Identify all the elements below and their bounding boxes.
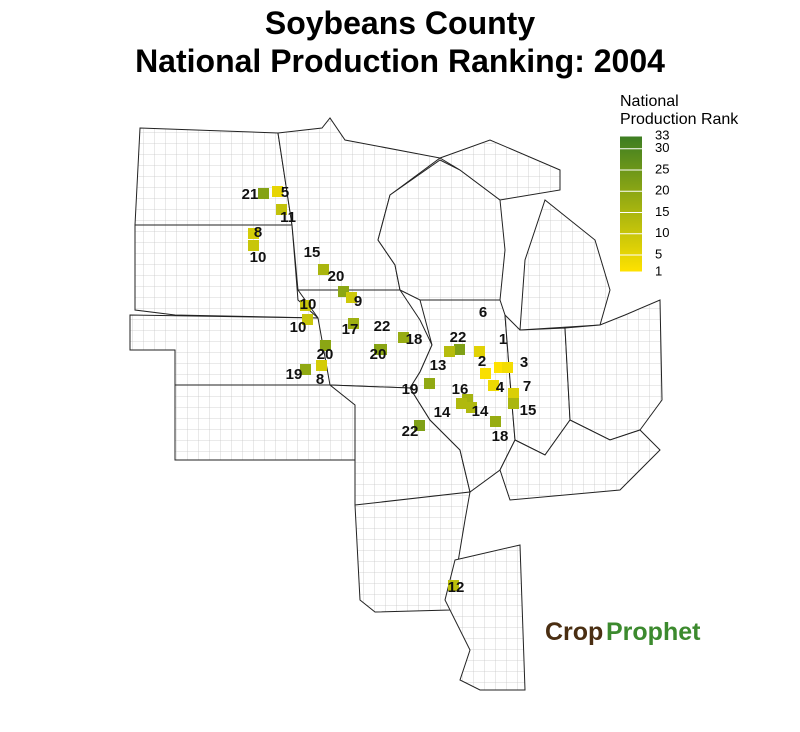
rank-label: 18	[406, 331, 423, 348]
county	[474, 346, 485, 357]
rank-label: 22	[402, 423, 419, 440]
state	[499, 419, 661, 501]
tick-label: 33	[655, 127, 669, 142]
rank-label: 9	[354, 293, 362, 310]
tick-label: 20	[655, 183, 669, 198]
legend-title: Production Rank	[620, 111, 739, 128]
county	[456, 398, 467, 409]
county	[508, 388, 519, 399]
logo-part: Crop	[545, 618, 603, 646]
county	[448, 580, 459, 591]
county	[248, 240, 259, 251]
tick-label: 25	[655, 161, 669, 176]
county	[414, 420, 425, 431]
county	[302, 314, 313, 325]
state	[134, 224, 320, 319]
county	[376, 344, 387, 355]
rank-label: 17	[342, 321, 359, 338]
county	[424, 378, 435, 389]
state	[134, 127, 293, 226]
county	[348, 318, 359, 329]
rank-label: 12	[448, 579, 465, 596]
tick-label: 1	[655, 263, 662, 278]
county	[398, 332, 409, 343]
rank-label: 14	[434, 404, 451, 421]
state	[519, 199, 611, 331]
state	[377, 159, 506, 301]
county	[318, 264, 329, 275]
rank-label: 22	[450, 329, 467, 346]
county	[300, 300, 311, 311]
rank-label: 20	[370, 346, 387, 363]
legend-title: National	[620, 93, 679, 110]
rank-label: 8	[316, 371, 324, 388]
rank-label: 13	[430, 357, 447, 374]
rank-label: 10	[250, 249, 267, 266]
colorbar	[620, 136, 642, 272]
title-line: Soybeans County	[265, 5, 535, 41]
rank-label: 5	[281, 184, 289, 201]
state	[129, 314, 346, 386]
county	[502, 362, 513, 373]
rank-label: 15	[304, 244, 321, 261]
rank-label: 16	[452, 381, 469, 398]
rank-label: 14	[472, 403, 489, 420]
rank-label: 20	[317, 346, 334, 363]
county	[444, 346, 455, 357]
rank-label: 22	[374, 318, 391, 335]
county	[466, 402, 477, 413]
title-line: National Production Ranking: 2004	[135, 43, 665, 79]
rank-label: 15	[520, 402, 537, 419]
county	[272, 186, 283, 197]
tick-label: 5	[655, 246, 662, 261]
rank-label: 20	[328, 268, 345, 285]
states	[129, 117, 663, 691]
rank-label: 21	[242, 186, 259, 203]
county	[316, 360, 327, 371]
county	[490, 416, 501, 427]
tick-label: 15	[655, 204, 669, 219]
rank-label: 6	[479, 304, 487, 321]
county	[258, 188, 269, 199]
rank-label: 7	[523, 378, 531, 395]
county	[462, 394, 473, 405]
rank-label: 19	[286, 366, 303, 383]
rank-label: 4	[496, 379, 505, 396]
county	[480, 368, 491, 379]
rank-label: 8	[254, 224, 262, 241]
county	[494, 362, 505, 373]
county	[488, 380, 499, 391]
tick-label: 30	[655, 140, 669, 155]
rank-label: 10	[290, 319, 307, 336]
rank-label: 2	[478, 353, 486, 370]
county	[300, 364, 311, 375]
county	[320, 340, 331, 351]
rank-label: 1	[499, 331, 507, 348]
state	[444, 544, 526, 691]
county	[248, 228, 259, 239]
rank-label: 19	[402, 381, 419, 398]
rank-label: 3	[520, 354, 528, 371]
county	[338, 286, 349, 297]
state	[174, 384, 356, 461]
rank-label: 18	[492, 428, 509, 445]
rank-label: 11	[280, 209, 296, 226]
county	[346, 292, 357, 303]
county	[276, 204, 287, 215]
county	[454, 344, 465, 355]
tick-label: 10	[655, 225, 669, 240]
state	[438, 139, 561, 201]
logo-part: Prophet	[606, 618, 701, 646]
county	[508, 398, 519, 409]
rank-label: 10	[300, 296, 317, 313]
